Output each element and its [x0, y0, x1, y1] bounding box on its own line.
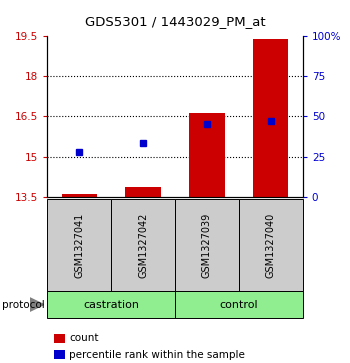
Text: GDS5301 / 1443029_PM_at: GDS5301 / 1443029_PM_at — [85, 15, 265, 28]
Text: GSM1327039: GSM1327039 — [202, 213, 212, 278]
Text: percentile rank within the sample: percentile rank within the sample — [69, 350, 245, 360]
Text: count: count — [69, 333, 98, 343]
Text: castration: castration — [83, 299, 139, 310]
Text: protocol: protocol — [2, 299, 44, 310]
Bar — [189, 113, 224, 197]
Bar — [62, 194, 97, 197]
Text: GSM1327041: GSM1327041 — [74, 213, 84, 278]
Text: GSM1327042: GSM1327042 — [138, 212, 148, 278]
Text: GSM1327040: GSM1327040 — [266, 213, 276, 278]
Bar — [253, 39, 288, 197]
Text: control: control — [219, 299, 258, 310]
Polygon shape — [30, 298, 44, 311]
Bar — [126, 187, 161, 197]
